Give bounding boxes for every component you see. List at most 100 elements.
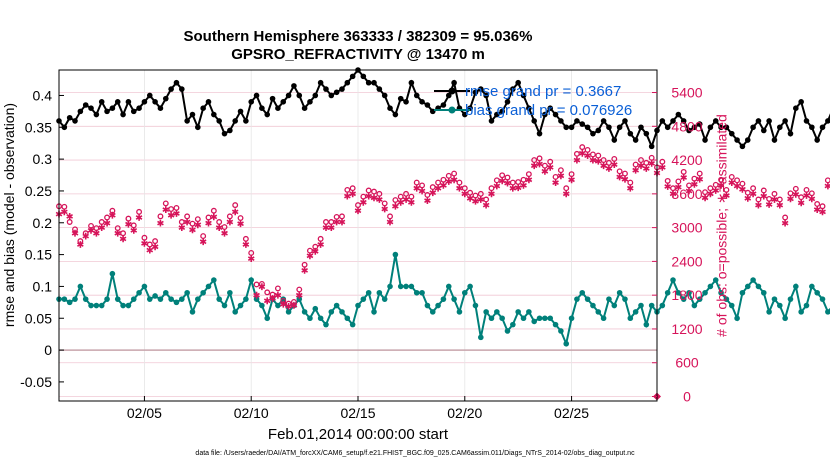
bias-point xyxy=(648,302,655,309)
obs-assimilated-point xyxy=(402,196,410,203)
obs-assimilated-point xyxy=(434,184,442,192)
obs-possible-point xyxy=(664,177,671,184)
obs-possible-point xyxy=(339,213,345,220)
bias-point xyxy=(520,315,527,322)
rmse-point xyxy=(312,92,319,99)
rmse-point xyxy=(563,124,570,131)
bias-point xyxy=(536,315,543,322)
obs-possible-point xyxy=(413,179,420,186)
rmse-point xyxy=(280,99,287,105)
rmse-point xyxy=(648,143,655,150)
bias-point xyxy=(184,289,190,296)
obs-assimilated-point xyxy=(114,229,122,237)
rmse-point xyxy=(659,118,666,124)
obs-assimilated-point xyxy=(61,208,68,216)
rmse-point xyxy=(568,124,575,131)
obs-assimilated-point xyxy=(141,240,148,247)
obs-assimilated-point xyxy=(392,202,399,210)
bias-point xyxy=(798,309,804,315)
obs-assimilated-point xyxy=(755,201,762,209)
y-axis-label-right: # of obs: o=possible; ∗=assimilated xyxy=(713,114,730,337)
obs-possible-point xyxy=(232,202,239,209)
bias-point xyxy=(93,302,100,309)
obs-assimilated-point xyxy=(210,213,218,221)
rmse-point xyxy=(296,92,303,99)
rmse-point xyxy=(77,108,84,115)
rmse-point xyxy=(301,105,308,111)
series-layer xyxy=(55,67,830,401)
bias-point xyxy=(227,289,233,296)
bias-point xyxy=(360,296,367,302)
bias-point xyxy=(114,296,121,302)
obs-possible-point xyxy=(584,146,591,153)
legend-rmse-label: rmse grand pr = 0.3667 xyxy=(465,83,621,100)
rmse-point xyxy=(825,118,830,124)
bias-point xyxy=(638,302,644,309)
y2-tick-label: 3000 xyxy=(671,220,702,236)
legend-bias-label: bias grand pr = 0.076926 xyxy=(465,102,632,119)
obs-assimilated-point xyxy=(215,224,223,231)
obs-assimilated-point xyxy=(87,227,95,234)
rmse-point xyxy=(814,137,820,143)
rmse-point xyxy=(734,137,740,143)
obs-possible-point xyxy=(157,213,164,220)
bias-point xyxy=(803,302,810,309)
rmse-point xyxy=(227,127,233,134)
bias-point xyxy=(515,309,521,315)
obs-possible-point xyxy=(253,281,260,288)
obs-assimilated-point xyxy=(253,291,260,299)
obs-possible-point xyxy=(317,235,324,242)
obs-assimilated-point xyxy=(552,179,559,186)
rmse-point xyxy=(237,108,244,115)
obs-assimilated-point xyxy=(675,183,682,191)
bias-point xyxy=(195,296,201,302)
rmse-point xyxy=(600,118,607,124)
obs-assimilated-point xyxy=(322,224,330,231)
obs-assimilated-point xyxy=(648,160,655,167)
rmse-point xyxy=(195,124,201,131)
obs-possible-point xyxy=(387,213,393,220)
bias-point xyxy=(253,296,260,302)
rmse-point xyxy=(162,95,169,102)
bias-point xyxy=(467,283,473,290)
obs-possible-point xyxy=(520,176,527,183)
obs-assimilated-point xyxy=(643,165,650,172)
rmse-point xyxy=(328,92,335,99)
obs-assimilated-point xyxy=(295,291,303,299)
obs-possible-point xyxy=(691,175,698,182)
rmse-point xyxy=(494,111,500,118)
y-tick-label: 0.3 xyxy=(33,151,53,167)
obs-possible-point xyxy=(184,213,191,220)
rmse-point xyxy=(744,137,751,143)
bias-point xyxy=(392,251,399,258)
obs-possible-point xyxy=(675,178,682,185)
obs-possible-point xyxy=(798,194,805,201)
rmse-point xyxy=(397,95,404,102)
obs-assimilated-point xyxy=(477,196,485,203)
rmse-point xyxy=(771,137,778,143)
obs-assimilated-point xyxy=(247,255,255,262)
bias-point xyxy=(440,296,447,302)
rmse-point xyxy=(606,124,612,131)
rmse-point xyxy=(718,124,724,131)
bias-point xyxy=(563,340,570,347)
rmse-point xyxy=(248,99,255,105)
obs-assimilated-point xyxy=(279,300,287,308)
bias-point xyxy=(670,277,676,283)
bias-point xyxy=(632,309,639,315)
bias-point xyxy=(259,302,265,309)
rmse-point xyxy=(269,95,276,102)
obs-assimilated-point xyxy=(701,194,709,202)
rmse-point xyxy=(339,86,345,92)
rmse-point xyxy=(114,99,121,105)
rmse-point xyxy=(536,130,543,137)
bias-point xyxy=(478,334,484,341)
bias-point xyxy=(205,283,212,290)
bias-point xyxy=(680,296,687,302)
rmse-point xyxy=(82,102,89,108)
obs-assimilated-point xyxy=(338,218,346,226)
obs-assimilated-point xyxy=(440,182,447,189)
rmse-point xyxy=(451,79,457,86)
obs-possible-point xyxy=(803,186,810,193)
obs-assimilated-point xyxy=(376,196,383,203)
